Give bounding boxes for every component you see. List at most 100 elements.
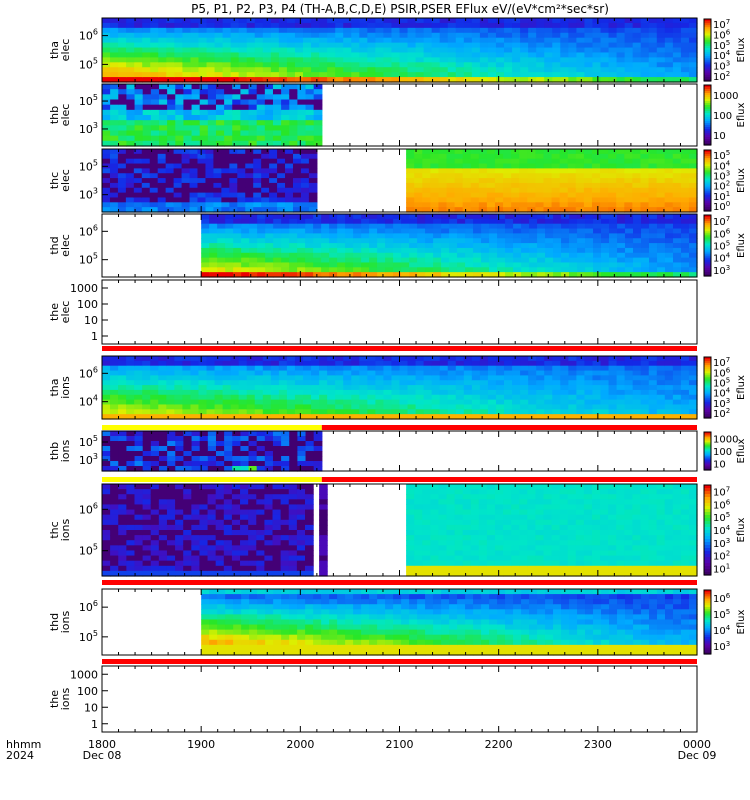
spectrogram-cell bbox=[278, 22, 288, 29]
colorbar-swatch bbox=[704, 208, 711, 212]
spectrogram-cell bbox=[361, 267, 370, 273]
spectrogram-cell bbox=[245, 192, 254, 199]
spectrogram-cell bbox=[608, 192, 617, 199]
spectrogram-cell bbox=[257, 247, 266, 254]
colorbar-tick-base: 10 bbox=[713, 131, 726, 142]
spectrogram-cell bbox=[553, 214, 562, 220]
spectrogram-cell bbox=[351, 375, 360, 381]
spectrogram-cell bbox=[441, 228, 450, 234]
spectrogram-cell bbox=[222, 380, 232, 386]
spectrogram-cell bbox=[214, 399, 224, 406]
spectrogram-cell bbox=[286, 394, 296, 401]
spectrogram-cell bbox=[142, 32, 151, 39]
spectrogram-cell bbox=[632, 67, 642, 73]
spectrogram-cell bbox=[487, 42, 497, 49]
spectrogram-cell bbox=[383, 370, 393, 376]
spectrogram-cell bbox=[256, 451, 266, 457]
spectrogram-cell bbox=[624, 18, 634, 24]
spectrogram-cell bbox=[289, 247, 298, 254]
spectrogram-cell bbox=[337, 267, 346, 273]
spectrogram-cell bbox=[303, 32, 312, 39]
spectrogram-cell bbox=[447, 18, 457, 24]
spectrogram-cell bbox=[600, 394, 610, 401]
spectrogram-cell bbox=[519, 202, 528, 208]
spectrogram-cell bbox=[657, 262, 666, 268]
colorbar-tick-label: 103 bbox=[713, 60, 730, 73]
spectrogram-cell bbox=[457, 257, 466, 264]
spectrogram-cell bbox=[205, 149, 215, 155]
colorbar-tick-label: 107 bbox=[713, 18, 730, 31]
spectrogram-cell bbox=[206, 22, 216, 29]
spectrogram-cell bbox=[311, 385, 320, 391]
spectrogram-cell bbox=[126, 365, 135, 372]
spectrogram-cell bbox=[305, 436, 315, 442]
spectrogram-cell bbox=[345, 247, 354, 254]
spectrogram-cell bbox=[504, 22, 513, 29]
spectrogram-cell bbox=[513, 218, 522, 225]
spectrogram-cell bbox=[470, 197, 480, 203]
spectrogram-cell bbox=[512, 360, 521, 367]
spectrogram-cell bbox=[158, 57, 167, 63]
spectrogram-cell bbox=[593, 262, 602, 268]
spectrogram-cell bbox=[455, 18, 465, 24]
spectrogram-cell bbox=[313, 257, 322, 264]
spectrogram-cell bbox=[166, 52, 175, 58]
spectrogram-cell bbox=[430, 163, 440, 169]
spectrogram-cell bbox=[313, 262, 322, 268]
spectrogram-cell bbox=[233, 252, 242, 259]
spectrogram-cell bbox=[625, 238, 634, 244]
spectrogram-cell bbox=[431, 385, 441, 391]
spectrogram-cell bbox=[272, 115, 282, 121]
spectrogram-cell bbox=[471, 389, 481, 396]
spectrogram-cell bbox=[254, 42, 264, 49]
spectrogram-cell bbox=[439, 22, 449, 29]
spectrogram-cell bbox=[238, 399, 248, 406]
spectrogram-cell bbox=[401, 238, 410, 244]
colorbar-tick-base: 10 bbox=[713, 368, 726, 379]
spectrogram-cell bbox=[174, 42, 183, 49]
spectrogram-cell bbox=[433, 223, 442, 230]
spectrogram-cell bbox=[367, 67, 376, 73]
spectrogram-cell bbox=[375, 360, 385, 367]
spectrogram-cell bbox=[327, 37, 336, 44]
spectrogram-cell bbox=[688, 42, 698, 49]
spectrogram-cell bbox=[285, 158, 294, 165]
spectrogram-cell bbox=[150, 120, 160, 126]
spectrogram-cell bbox=[494, 168, 504, 174]
spectrogram-cell bbox=[125, 168, 135, 174]
spectrogram-cell bbox=[142, 135, 152, 142]
spectrogram-cell bbox=[118, 42, 127, 49]
spectrogram-cell bbox=[632, 163, 642, 169]
spectrogram-cell bbox=[625, 247, 634, 254]
spectrogram-cell bbox=[313, 89, 323, 95]
spectrogram-cell bbox=[134, 62, 143, 68]
spectrogram-cell bbox=[600, 182, 609, 189]
y-tick-label: 106 bbox=[79, 223, 98, 238]
spectrogram-cell bbox=[375, 37, 385, 44]
spectrogram-cell bbox=[504, 370, 513, 376]
spectrogram-cell bbox=[608, 197, 617, 203]
y-tick-label: 105 bbox=[79, 93, 98, 108]
spectrogram-cell bbox=[199, 431, 209, 437]
spectrogram-cell bbox=[286, 385, 296, 391]
spectrogram-cell bbox=[190, 77, 200, 83]
colorbar-swatch bbox=[704, 225, 711, 228]
spectrogram-cell bbox=[407, 375, 417, 381]
spectrogram-cell bbox=[230, 72, 240, 78]
spectrogram-cell bbox=[688, 27, 698, 34]
spectrogram-cell bbox=[215, 456, 225, 462]
spectrogram-cell bbox=[512, 37, 521, 44]
spectrogram-cell bbox=[181, 153, 191, 160]
spectrogram-cell bbox=[182, 67, 192, 73]
spectrogram-cell bbox=[191, 436, 201, 442]
spectrogram-cell bbox=[431, 52, 441, 58]
spectrogram-cell bbox=[519, 149, 528, 155]
spectrogram-cell bbox=[521, 223, 530, 230]
spectrogram-cell bbox=[265, 233, 274, 239]
colorbar-swatch bbox=[704, 363, 711, 366]
spectrogram-cell bbox=[173, 202, 183, 208]
spectrogram-cell bbox=[664, 380, 674, 386]
spectrogram-cell bbox=[240, 115, 250, 121]
spectrogram-cell bbox=[142, 370, 151, 376]
